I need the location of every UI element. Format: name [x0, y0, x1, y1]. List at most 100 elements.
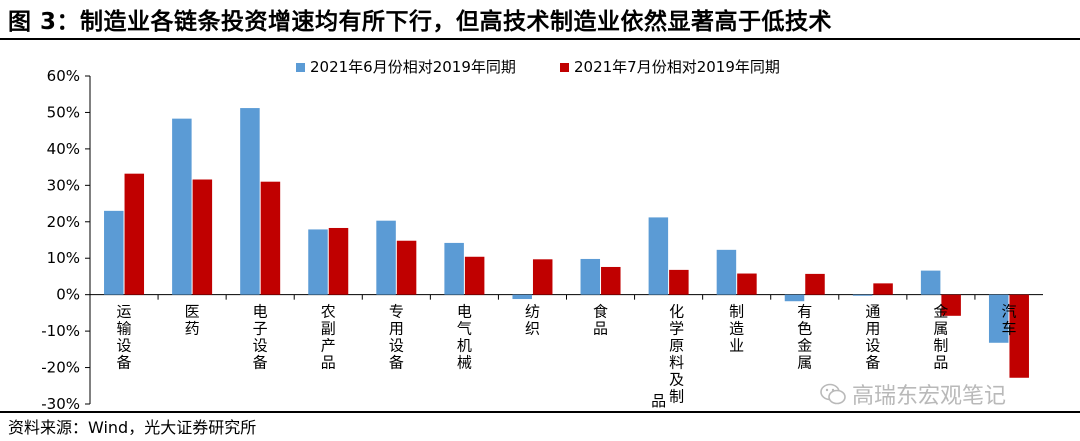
svg-text:械: 械: [457, 354, 472, 372]
bar-jul: [601, 266, 621, 295]
bar-jul: [124, 173, 145, 295]
figure-title: 图 3：制造业各链条投资增速均有所下行，但高技术制造业依然显著高于低技术: [8, 9, 833, 35]
y-tick-label: 30%: [47, 176, 80, 194]
bar-jun: [784, 294, 805, 302]
watermark: 高瑞东宏观笔记: [820, 378, 1006, 410]
y-tick-label: 60%: [47, 67, 80, 85]
legend-swatch: [296, 63, 305, 72]
y-tick-label: -30%: [41, 395, 80, 412]
svg-text:医: 医: [185, 303, 200, 321]
svg-text:设: 设: [865, 337, 880, 355]
svg-text:纺: 纺: [525, 303, 540, 321]
bar-jul: [873, 283, 893, 295]
svg-text:品: 品: [593, 320, 608, 338]
svg-text:制: 制: [729, 303, 744, 321]
svg-text:汽: 汽: [1001, 303, 1016, 321]
svg-text:子: 子: [253, 320, 268, 338]
bar-jun: [376, 220, 396, 295]
bar-jul: [805, 273, 825, 295]
svg-text:造: 造: [729, 320, 744, 338]
svg-text:用: 用: [865, 320, 880, 338]
bar-jul: [260, 181, 281, 295]
svg-text:设: 设: [117, 337, 132, 355]
bar-jun: [172, 118, 192, 295]
bar-jul: [737, 273, 757, 295]
y-tick-label: -10%: [41, 322, 80, 340]
svg-text:品: 品: [321, 354, 336, 372]
bar-jul: [464, 256, 485, 295]
svg-text:电: 电: [457, 303, 472, 321]
bar-jun: [988, 294, 1009, 343]
chart-axes: -30% -20% -10% 0% 10% 20% 30% 40% 50% 60%: [41, 67, 1043, 412]
svg-text:色: 色: [797, 320, 812, 338]
svg-text:制: 制: [933, 337, 948, 355]
category-label: 食品: [593, 303, 608, 338]
svg-text:备: 备: [389, 354, 404, 372]
svg-text:专: 专: [389, 303, 404, 321]
svg-text:运: 运: [117, 303, 132, 321]
svg-text:化: 化: [669, 303, 684, 321]
source-note: 资料来源：Wind，光大证券研究所: [8, 418, 257, 437]
chart-legend: 2021年6月份相对2019年同期 2021年7月份相对2019年同期: [296, 58, 780, 76]
svg-text:有: 有: [797, 303, 812, 321]
bar-jun: [920, 270, 941, 295]
wechat-icon: [820, 383, 846, 405]
y-tick-label: 20%: [47, 213, 80, 231]
svg-text:机: 机: [457, 337, 472, 355]
svg-text:电: 电: [253, 303, 268, 321]
legend-label: 2021年7月份相对2019年同期: [574, 58, 780, 76]
svg-text:金: 金: [797, 337, 812, 355]
bar-jul: [532, 259, 553, 295]
bar-jun: [648, 217, 669, 295]
svg-text:原: 原: [669, 337, 684, 355]
bar-jun: [580, 258, 601, 295]
bar-jun: [444, 242, 464, 295]
svg-text:业: 业: [729, 337, 744, 355]
svg-text:设: 设: [253, 337, 268, 355]
svg-text:输: 输: [117, 320, 132, 338]
svg-text:食: 食: [593, 303, 608, 321]
svg-text:织: 织: [525, 320, 540, 338]
svg-text:备: 备: [253, 354, 268, 372]
bar-jul: [328, 227, 349, 295]
svg-text:制: 制: [669, 388, 684, 406]
svg-text:料: 料: [669, 354, 684, 372]
svg-text:农: 农: [321, 303, 336, 321]
bar-jun: [852, 294, 873, 296]
bar-jul: [192, 179, 213, 295]
bar-jun: [512, 294, 532, 300]
svg-text:学: 学: [669, 320, 684, 338]
svg-text:设: 设: [389, 337, 404, 355]
y-tick-label: 0%: [56, 286, 80, 304]
category-labels: 运输设备医药电子设备农副产品专用设备电气机械纺织食品化学原料及制品制造业有色金属…: [117, 303, 1017, 411]
category-label: 医药: [185, 303, 200, 338]
category-label: 汽车: [1001, 303, 1016, 338]
bar-jul: [396, 240, 417, 295]
svg-text:属: 属: [797, 354, 812, 372]
bar-jul: [941, 294, 961, 316]
bar-jun: [104, 210, 124, 295]
svg-text:属: 属: [933, 320, 948, 338]
svg-text:及: 及: [669, 371, 684, 389]
chart-bars: [104, 108, 1029, 378]
svg-text:金: 金: [933, 303, 948, 321]
svg-text:副: 副: [321, 320, 336, 338]
y-tick-label: 10%: [47, 249, 80, 267]
svg-text:备: 备: [865, 354, 880, 372]
category-label: 纺织: [525, 303, 540, 338]
svg-text:品: 品: [933, 354, 948, 372]
svg-text:备: 备: [117, 354, 132, 372]
y-tick-label: 40%: [47, 140, 80, 158]
y-tick-label: -20%: [41, 359, 80, 377]
bar-jun: [716, 249, 737, 295]
